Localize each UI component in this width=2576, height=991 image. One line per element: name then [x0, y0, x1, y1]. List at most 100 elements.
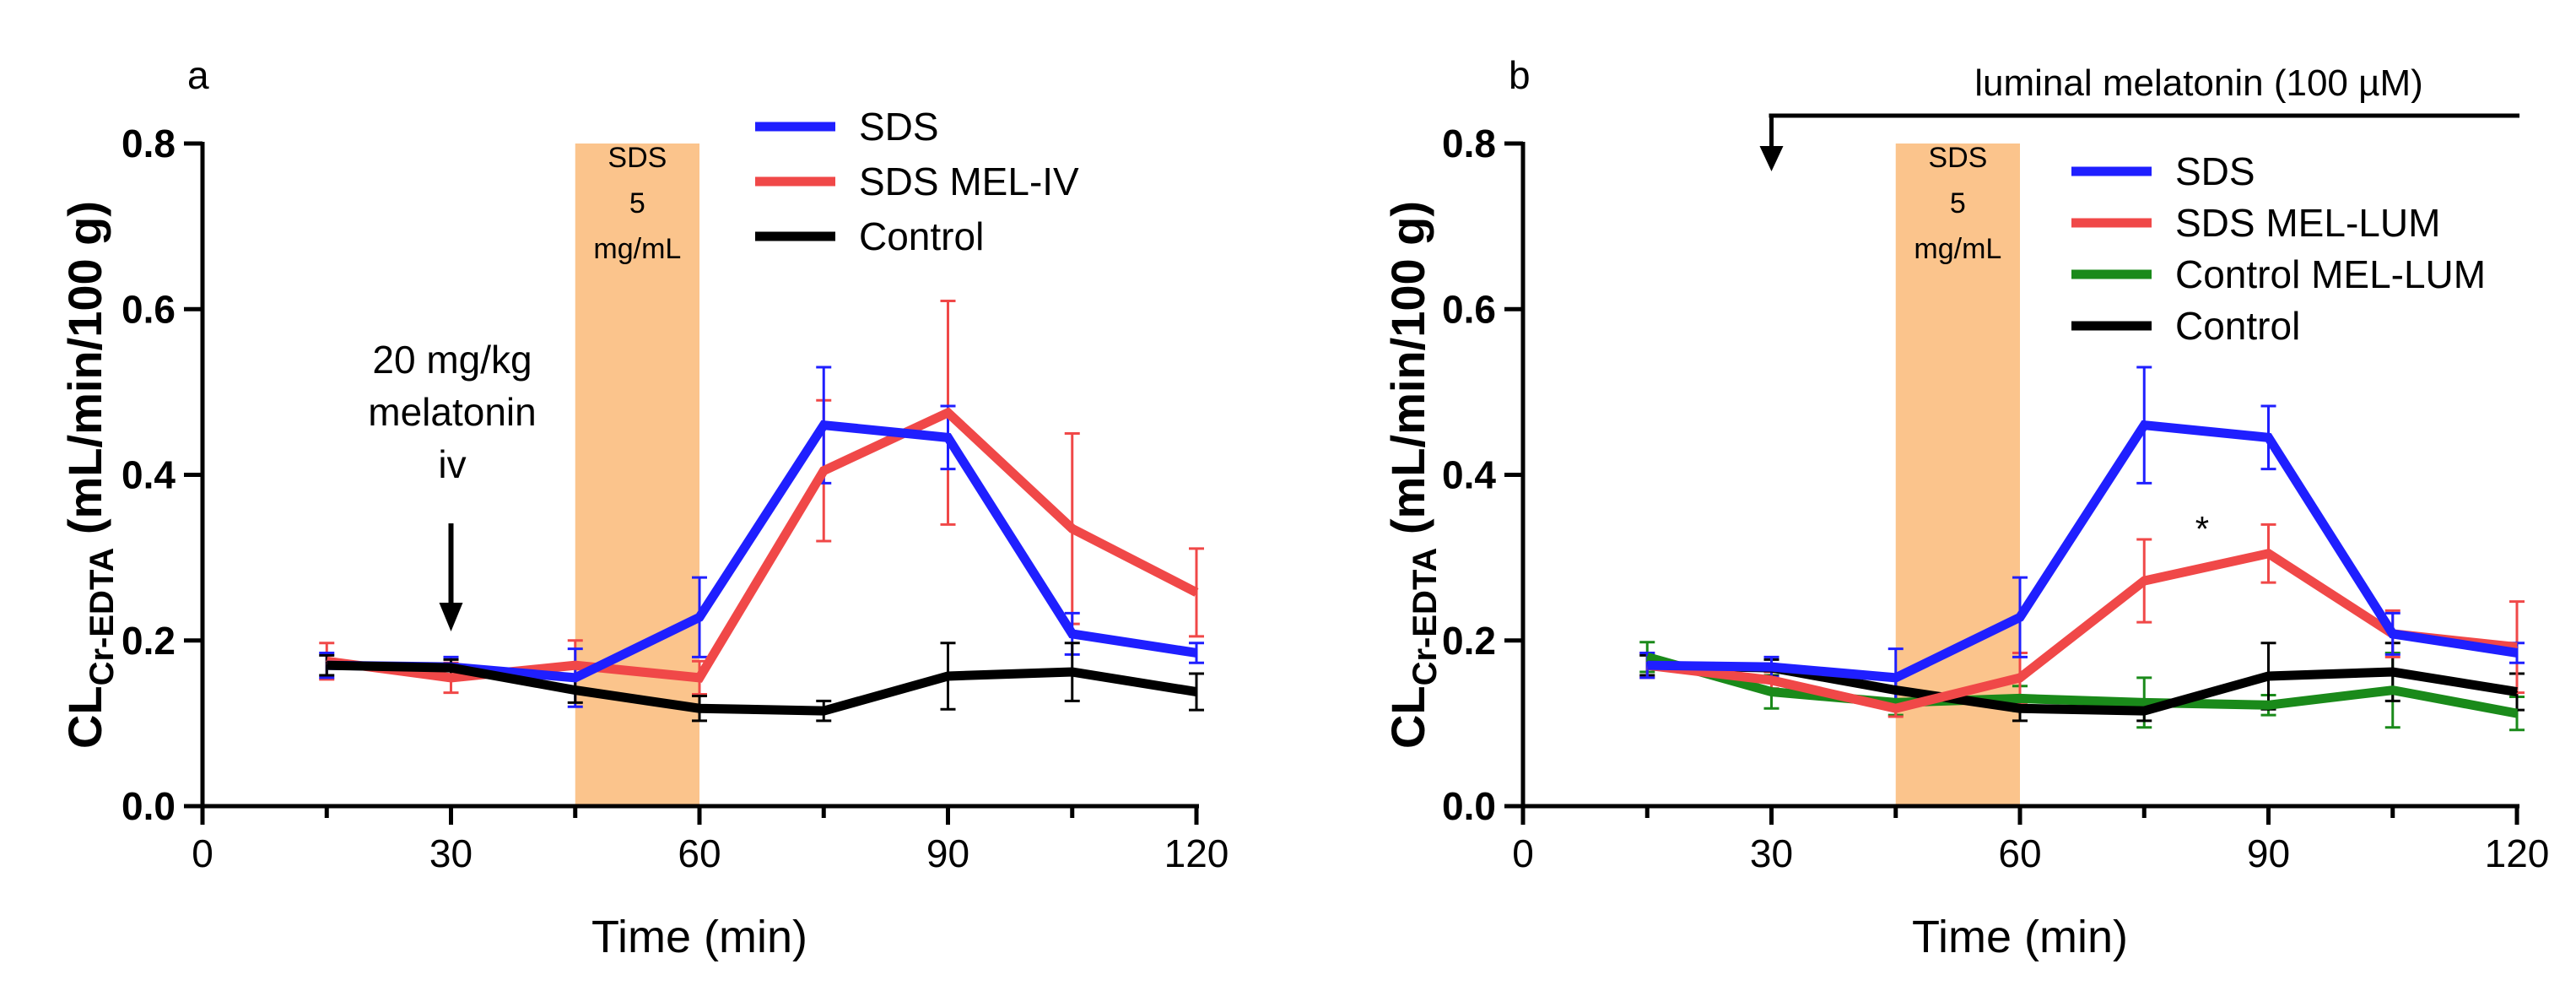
data-point-control	[2267, 674, 2270, 677]
top-annotation-arrow-head	[1759, 146, 1784, 171]
panel-label: a	[187, 53, 209, 97]
data-point-sds	[947, 436, 949, 439]
legend-label: Control	[859, 214, 984, 258]
data-point-sds	[1770, 666, 1773, 669]
x-axis-title: Time (min)	[591, 912, 807, 962]
legend-label: SDS	[2175, 149, 2255, 193]
data-point-sds-mel-lum	[2267, 552, 2270, 555]
data-point-sds-mel-iv	[450, 676, 452, 679]
y-axis-title: CLCr-EDTA (mL/min/100 g)	[1381, 201, 1444, 749]
band-label: SDS	[608, 142, 667, 174]
data-point-control	[2516, 690, 2518, 693]
data-point-control	[1196, 690, 1197, 693]
data-point-control-mel-lum	[2267, 704, 2270, 707]
data-point-sds	[2019, 616, 2021, 619]
y-axis-title-unit: (mL/min/100 g)	[58, 201, 111, 548]
x-tick-label: 0	[1512, 831, 1534, 875]
y-tick-label: 0.0	[1442, 784, 1496, 828]
data-point-control-mel-lum	[2019, 697, 2021, 700]
x-tick-label: 120	[2485, 831, 2550, 875]
data-point-sds	[1894, 676, 1897, 679]
y-axis-title: CLCr-EDTA (mL/min/100 g)	[58, 201, 121, 749]
y-tick-label: 0.8	[1442, 122, 1496, 165]
y-tick-label: 0.0	[122, 784, 176, 828]
series-line-control-mel-lum	[1645, 653, 2519, 718]
data-point-sds	[574, 676, 576, 679]
data-point-control	[2391, 671, 2394, 674]
legend-item-sds: SDS	[755, 105, 939, 149]
data-point-sds-mel-iv	[947, 411, 949, 414]
chart-panel-b: b SDS 5 mg/mL 0.0 0.2 0.4 0.6 0.8 0 30 60 90 120 Time …	[1381, 53, 2549, 962]
data-point-sds-mel-iv	[1071, 528, 1073, 530]
x-tick-label: 60	[1998, 831, 2041, 875]
y-tick-label: 0.2	[1442, 619, 1496, 663]
data-point-sds-mel-lum	[2143, 580, 2146, 582]
data-point-control	[1071, 671, 1073, 674]
y-tick-label: 0.4	[122, 453, 176, 497]
series-sds	[1639, 366, 2525, 708]
data-point-control	[574, 689, 576, 691]
x-tick-label: 60	[678, 831, 721, 875]
annotation-text: 20 mg/kg	[372, 338, 532, 382]
y-axis-title-unit: (mL/min/100 g)	[1381, 201, 1434, 548]
data-point-control-mel-lum	[1894, 701, 1897, 704]
data-point-control	[1894, 689, 1897, 691]
data-point-sds	[2267, 436, 2270, 439]
data-point-control-mel-lum	[2143, 701, 2146, 704]
y-tick-label: 0.8	[122, 122, 176, 165]
legend-item-control: Control	[755, 214, 984, 258]
legend-label: SDS MEL-IV	[859, 160, 1079, 203]
data-point-sds-mel-lum	[1770, 679, 1773, 681]
chart-panel-a: a SDS 5 mg/mL 0.0 0.2 0.4 0.6 0.8 0 30 60 90 120 Time …	[58, 53, 1229, 962]
data-point-control-mel-lum	[2391, 689, 2394, 691]
data-point-sds-mel-lum	[1894, 707, 1897, 710]
x-tick-label: 120	[1164, 831, 1229, 875]
series-line-control	[327, 660, 1197, 716]
data-point-sds	[699, 616, 700, 619]
data-point-sds	[823, 424, 825, 426]
y-tick-label: 0.4	[1442, 453, 1496, 497]
x-tick-label: 0	[192, 831, 213, 875]
x-tick-label: 90	[2247, 831, 2290, 875]
x-axis-title: Time (min)	[1912, 912, 2128, 962]
data-point-sds	[2516, 652, 2518, 654]
series-line-sds-mel-lum	[1646, 548, 2518, 713]
legend-item-control: Control	[2071, 304, 2300, 348]
data-point-control	[2143, 710, 2146, 712]
annotation-text: melatonin	[368, 390, 536, 434]
annotation-text: iv	[438, 442, 466, 486]
data-point-sds	[1071, 632, 1073, 635]
y-tick-label: 0.6	[122, 287, 176, 331]
y-axis-title-main: CL	[58, 685, 111, 749]
y-axis-title-subscript: Cr-EDTA	[84, 548, 121, 686]
band-label: mg/mL	[593, 233, 681, 265]
x-tick-label: 30	[1750, 831, 1793, 875]
y-axis-title-subscript: Cr-EDTA	[1407, 548, 1444, 686]
x-tick-label: 90	[926, 831, 969, 875]
legend-label: Control MEL-LUM	[2175, 252, 2486, 296]
data-point-control	[326, 664, 328, 667]
legend-item-control-mel-lum: Control MEL-LUM	[2071, 252, 2486, 296]
data-point-sds-mel-lum	[2516, 646, 2518, 648]
legend-label: SDS MEL-LUM	[2175, 201, 2440, 245]
top-annotation-text: luminal melatonin (100 µM)	[1974, 62, 2423, 104]
data-point-sds	[2391, 632, 2394, 635]
legend-label: Control	[2175, 304, 2300, 348]
data-point-sds-mel-iv	[699, 676, 700, 679]
band-label: 5	[1950, 187, 1966, 219]
y-tick-label: 0.2	[122, 619, 176, 663]
data-point-sds-mel-lum	[2019, 676, 2021, 679]
data-point-sds-mel-iv	[574, 664, 576, 667]
data-point-sds	[1196, 652, 1197, 654]
data-point-control-mel-lum	[1646, 656, 1649, 658]
legend-item-sds-mel-lum: SDS MEL-LUM	[2071, 201, 2440, 245]
data-point-control	[450, 667, 452, 669]
data-point-control	[823, 710, 825, 712]
panel-label: b	[1509, 53, 1531, 97]
legend-label: SDS	[859, 105, 939, 149]
legend-item-sds-mel-iv: SDS MEL-IV	[755, 160, 1079, 203]
legend-item-sds: SDS	[2071, 149, 2255, 193]
data-point-sds-mel-iv	[823, 469, 825, 472]
data-point-control-mel-lum	[2516, 712, 2518, 715]
